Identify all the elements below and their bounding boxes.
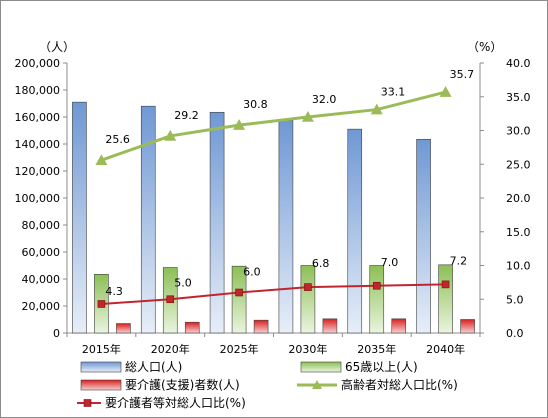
x-axis-tick-label: 2020年 — [151, 342, 190, 356]
legend-aged65-label: 65歳以上(人) — [345, 360, 418, 374]
total-population-bar — [72, 101, 87, 334]
care-ratio-data-label: 7.2 — [450, 254, 468, 267]
left-axis-tick-label: 0 — [53, 327, 60, 340]
total-population-bar — [140, 105, 156, 334]
legend-elderly-ratio-label: 高齢者対総人口比(%) — [341, 377, 458, 392]
right-axis-tick-label: 10.0 — [506, 260, 531, 273]
total-population-bar — [278, 120, 294, 334]
right-axis-tick-label: 20.0 — [506, 192, 531, 205]
elderly-ratio-marker — [233, 119, 246, 130]
x-axis-tick-label: 2025年 — [220, 342, 259, 356]
right-axis-tick-label: 5.0 — [506, 293, 524, 306]
elderly-ratio-marker — [164, 129, 177, 141]
aged65-bar — [231, 265, 247, 334]
legend-care-ratio-swatch-marker — [83, 399, 92, 407]
elderly-ratio-data-label: 30.8 — [243, 98, 267, 111]
total-population-bar — [347, 128, 363, 334]
x-axis-tick-label: 2040年 — [426, 342, 465, 356]
left-axis-unit: （人） — [39, 40, 75, 54]
aged65-bar — [438, 264, 453, 334]
care-ratio-marker — [441, 280, 450, 289]
elderly-ratio-data-label: 29.2 — [174, 109, 199, 122]
left-axis-tick-label: 180,000 — [15, 84, 61, 97]
legend-care-recipients-swatch — [80, 379, 122, 391]
right-axis-tick-label: 30.0 — [506, 125, 531, 138]
right-axis-unit: （%） — [467, 40, 502, 54]
left-axis-tick-label: 80,000 — [22, 219, 61, 232]
right-axis-tick-label: 0.0 — [506, 327, 524, 340]
care-ratio-data-label: 6.8 — [312, 257, 330, 270]
care-ratio-marker — [372, 281, 381, 290]
elderly-ratio-data-label: 32.0 — [312, 93, 337, 106]
care-ratio-line — [101, 283, 446, 305]
legend-aged65-swatch — [300, 361, 342, 373]
legend-total-population-swatch — [80, 361, 122, 373]
care-recipients-bar — [391, 318, 407, 334]
legend-care-ratio-label: 要介護者等対総人口比(%) — [105, 395, 246, 410]
legend-elderly-ratio-swatch-marker — [312, 380, 322, 389]
right-axis-tick-label: 15.0 — [506, 226, 531, 239]
care-ratio-marker — [304, 283, 312, 291]
elderly-ratio-data-label: 25.6 — [105, 133, 129, 146]
total-population-bar — [416, 138, 431, 334]
right-axis-tick-label: 25.0 — [506, 158, 531, 171]
elderly-ratio-marker — [301, 111, 314, 122]
care-recipients-bar — [184, 321, 200, 334]
elderly-ratio-marker — [439, 86, 452, 97]
elderly-ratio-line — [100, 90, 446, 162]
care-recipients-bar — [253, 319, 269, 334]
care-ratio-data-label: 4.3 — [105, 285, 123, 298]
right-axis-tick-label: 35.0 — [506, 91, 531, 104]
elderly-ratio-marker — [370, 103, 383, 115]
left-axis-tick-label: 140,000 — [15, 138, 61, 151]
aged65-bar — [300, 265, 316, 334]
left-axis-tick-label: 100,000 — [15, 192, 61, 205]
left-axis-tick-label: 40,000 — [22, 273, 61, 286]
left-axis-tick-label: 20,000 — [22, 300, 61, 313]
left-axis-tick-label: 60,000 — [22, 246, 61, 259]
left-axis-tick-label: 200,000 — [15, 57, 61, 70]
care-recipients-bar — [460, 319, 475, 334]
total-population-bar — [209, 111, 225, 334]
left-axis-tick-label: 160,000 — [15, 111, 61, 124]
care-ratio-marker — [235, 288, 243, 297]
care-recipients-bar — [116, 323, 131, 334]
elderly-ratio-marker — [95, 154, 108, 165]
care-ratio-marker — [97, 300, 106, 308]
x-axis-tick-label: 2035年 — [357, 342, 396, 356]
x-axis-tick-label: 2030年 — [288, 342, 327, 356]
right-axis-tick-label: 40.0 — [506, 57, 531, 70]
elderly-ratio-data-label: 35.7 — [450, 68, 475, 81]
elderly-ratio-data-label: 33.1 — [381, 86, 406, 99]
care-ratio-data-label: 5.0 — [174, 276, 192, 289]
care-ratio-data-label: 7.0 — [381, 256, 399, 269]
aged65-bar — [369, 265, 385, 334]
care-recipients-bar — [322, 318, 338, 334]
left-axis-tick-label: 120,000 — [15, 165, 61, 178]
x-axis-tick-label: 2015年 — [82, 342, 121, 356]
legend-care-recipients-label: 要介護(支援)者数(人) — [125, 377, 240, 392]
care-ratio-marker — [166, 295, 175, 304]
legend-total-population-label: 総人口(人) — [125, 360, 182, 374]
care-ratio-data-label: 6.0 — [243, 266, 260, 279]
